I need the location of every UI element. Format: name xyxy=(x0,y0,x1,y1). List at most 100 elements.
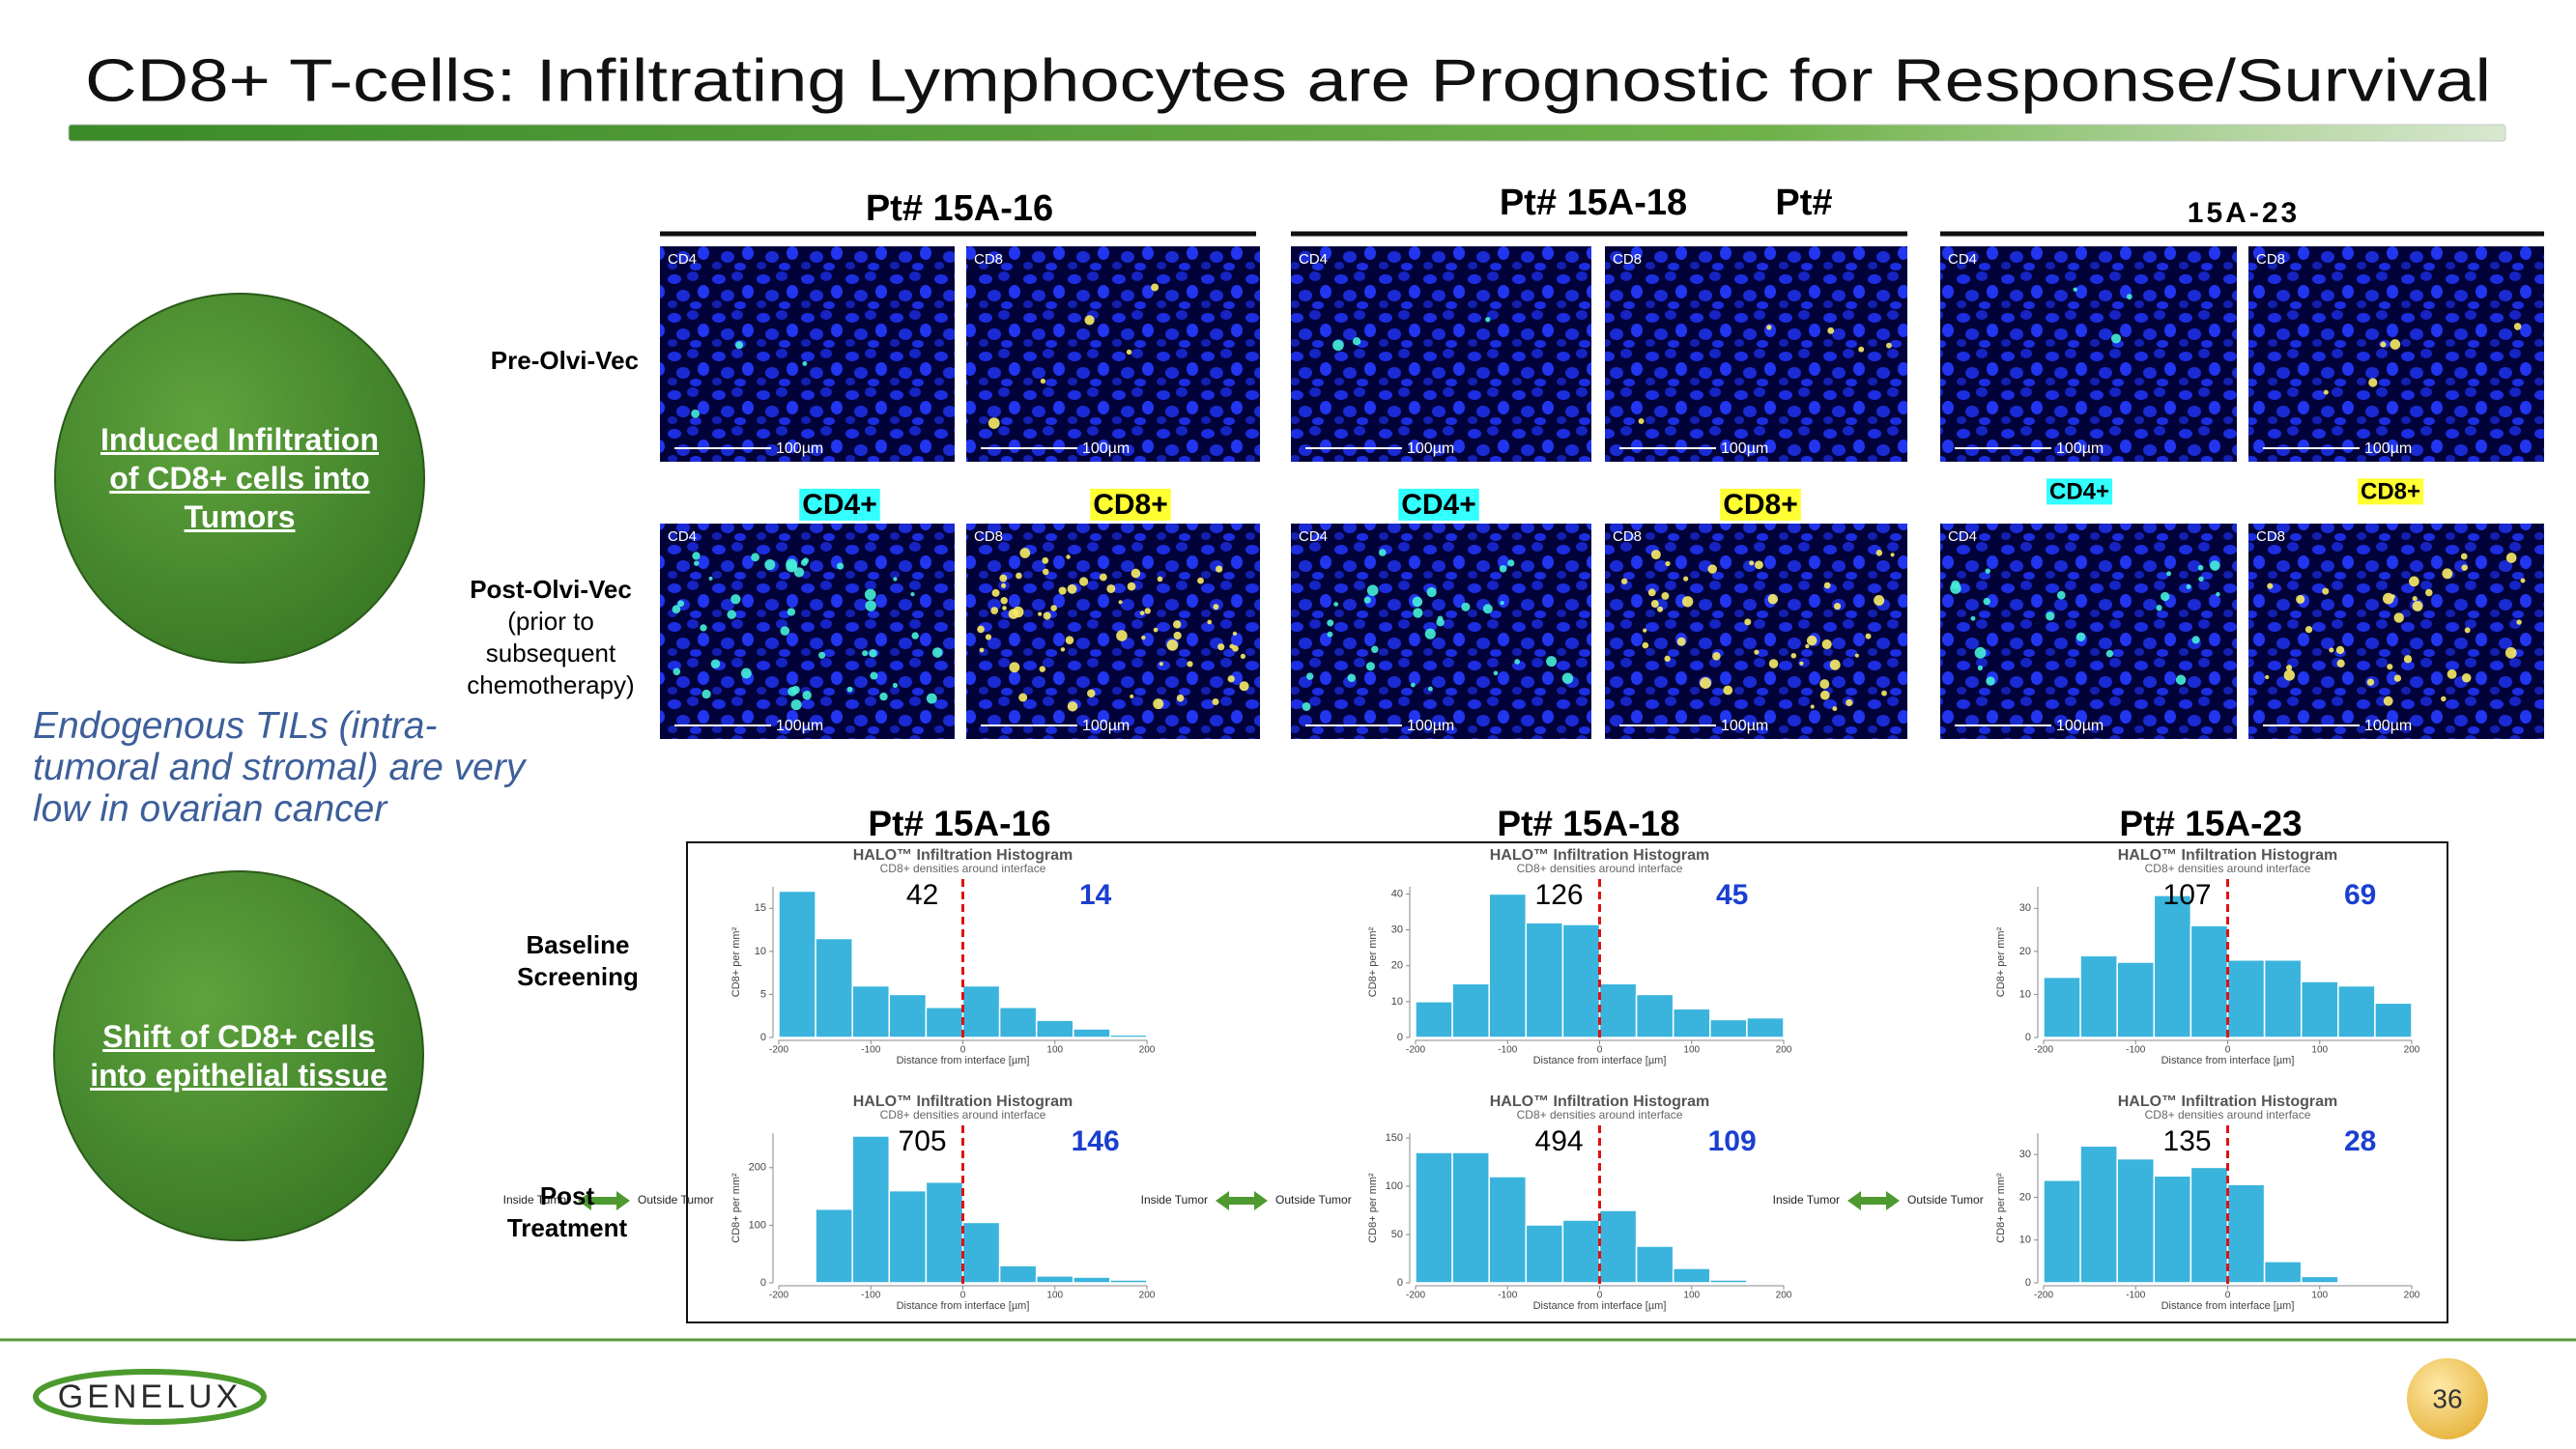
stained-cell xyxy=(1985,568,1990,574)
patient-header: Pt# 15A-23 xyxy=(2119,804,2302,843)
stained-cell xyxy=(1042,556,1049,564)
stained-cell xyxy=(1647,588,1656,597)
chart-subtitle: CD8+ densities around interface xyxy=(2145,862,2311,875)
patient-header: Pt# xyxy=(1775,183,1832,223)
stained-cell xyxy=(1067,583,1077,594)
stained-cell xyxy=(1806,635,1818,646)
x-tick-label: -100 xyxy=(2126,1291,2145,1301)
stained-cell xyxy=(1676,637,1686,646)
y-tick-label: 15 xyxy=(755,902,766,914)
stained-cell xyxy=(1881,690,1887,696)
histogram-bar xyxy=(1035,1019,1074,1038)
histogram-bar xyxy=(1598,1209,1638,1284)
histogram-bar xyxy=(1109,1034,1148,1038)
stain-tag-bg xyxy=(1090,488,1171,521)
histogram-bar xyxy=(1672,1008,1711,1038)
stain-tag: CD4+ xyxy=(802,489,877,521)
stained-cell xyxy=(1099,573,1107,582)
stained-cell xyxy=(727,610,736,619)
stained-cell xyxy=(892,682,899,689)
stained-cell xyxy=(793,567,805,578)
chart-title: HALO™ Infiltration Histogram xyxy=(1490,847,1710,864)
x-tick-label: 100 xyxy=(1046,1291,1063,1301)
x-tick-label: -100 xyxy=(1498,1045,1517,1056)
stained-cell xyxy=(2441,696,2447,702)
title-underline xyxy=(68,124,2506,142)
panel-label: CD4 xyxy=(668,528,697,545)
stained-cell xyxy=(2335,645,2345,655)
page-badge xyxy=(2407,1358,2488,1439)
stained-cell xyxy=(802,360,808,366)
stain-tag: CD8+ xyxy=(2361,478,2420,504)
stained-cell xyxy=(786,558,797,571)
stained-cell xyxy=(870,671,878,680)
stained-cell xyxy=(1790,652,1797,659)
scale-label: 100µm xyxy=(2056,718,2104,734)
row-label: Post-Olvi-Vec xyxy=(470,575,632,604)
histogram-bar xyxy=(2190,924,2229,1038)
histogram-bar xyxy=(2374,1002,2413,1038)
x-tick-label: 200 xyxy=(1776,1291,1792,1301)
stained-cell xyxy=(1461,602,1471,611)
stained-cell xyxy=(1065,636,1074,644)
x-tick-label: -100 xyxy=(861,1045,880,1056)
stained-cell xyxy=(2161,591,2170,602)
patient-header: Pt# 15A-16 xyxy=(866,188,1053,229)
chart-title: HALO™ Infiltration Histogram xyxy=(853,847,1073,864)
outside-count: 14 xyxy=(1079,879,1112,911)
histogram-bar xyxy=(1635,993,1674,1038)
stained-cell xyxy=(1153,698,1164,710)
y-axis-label: CD8+ per mm² xyxy=(1367,1173,1379,1243)
panel-label: CD4 xyxy=(1948,528,1977,545)
panel-label: CD8 xyxy=(1613,528,1642,545)
histogram-bar xyxy=(2190,1166,2229,1284)
histogram-bar xyxy=(2116,1157,2156,1284)
x-tick-label: -100 xyxy=(1498,1291,1517,1301)
histogram-bar xyxy=(1415,1001,1453,1038)
y-tick-label: 0 xyxy=(760,1277,766,1289)
histogram-bar xyxy=(1561,1219,1601,1284)
chart-subtitle: CD8+ densities around interface xyxy=(2145,1108,2311,1122)
panel-label: CD8 xyxy=(974,528,1003,545)
stained-cell xyxy=(1216,565,1223,573)
stained-cell xyxy=(2304,626,2313,634)
stained-cell xyxy=(926,693,937,704)
histogram-bar xyxy=(2337,984,2376,1038)
page-number: 36 xyxy=(2432,1383,2462,1413)
stained-cell xyxy=(1333,602,1339,607)
stained-cell xyxy=(2126,294,2132,300)
stained-cell xyxy=(1002,606,1007,611)
stained-cell xyxy=(1366,584,1379,596)
stained-cell xyxy=(2461,672,2472,683)
stained-cell xyxy=(1016,572,1022,580)
histogram-bar xyxy=(2153,1175,2192,1284)
stained-cell xyxy=(1126,349,1132,355)
stained-cell xyxy=(1829,659,1841,670)
stained-cell xyxy=(1723,685,1733,696)
legend-outside: Outside Tumor xyxy=(638,1193,714,1207)
stained-cell xyxy=(1157,576,1163,582)
histogram-bar xyxy=(2116,961,2156,1038)
stained-cell xyxy=(1197,577,1204,584)
legend-outside: Outside Tumor xyxy=(1275,1193,1352,1207)
micrograph xyxy=(1291,524,1591,739)
x-tick-label: -100 xyxy=(2126,1045,2145,1056)
stained-cell xyxy=(1974,646,1987,659)
panel-label: CD4 xyxy=(1948,251,1977,268)
stained-cell xyxy=(1799,661,1804,666)
y-tick-label: 0 xyxy=(760,1032,766,1043)
stained-cell xyxy=(1412,596,1423,608)
stained-cell xyxy=(1139,611,1145,615)
stained-cell xyxy=(1332,339,1344,352)
histogram-bar xyxy=(1635,1245,1674,1284)
y-tick-label: 200 xyxy=(749,1162,766,1174)
stained-cell xyxy=(862,650,869,657)
x-axis-label: Distance from interface [µm] xyxy=(2161,1055,2295,1066)
stained-cell xyxy=(2329,647,2334,653)
stained-cell xyxy=(1827,327,1835,334)
histogram-bar xyxy=(998,1264,1038,1284)
stained-cell xyxy=(1499,565,1507,573)
histogram-bar xyxy=(888,1189,928,1284)
stained-cell xyxy=(800,559,808,566)
stained-cell xyxy=(1865,633,1872,639)
